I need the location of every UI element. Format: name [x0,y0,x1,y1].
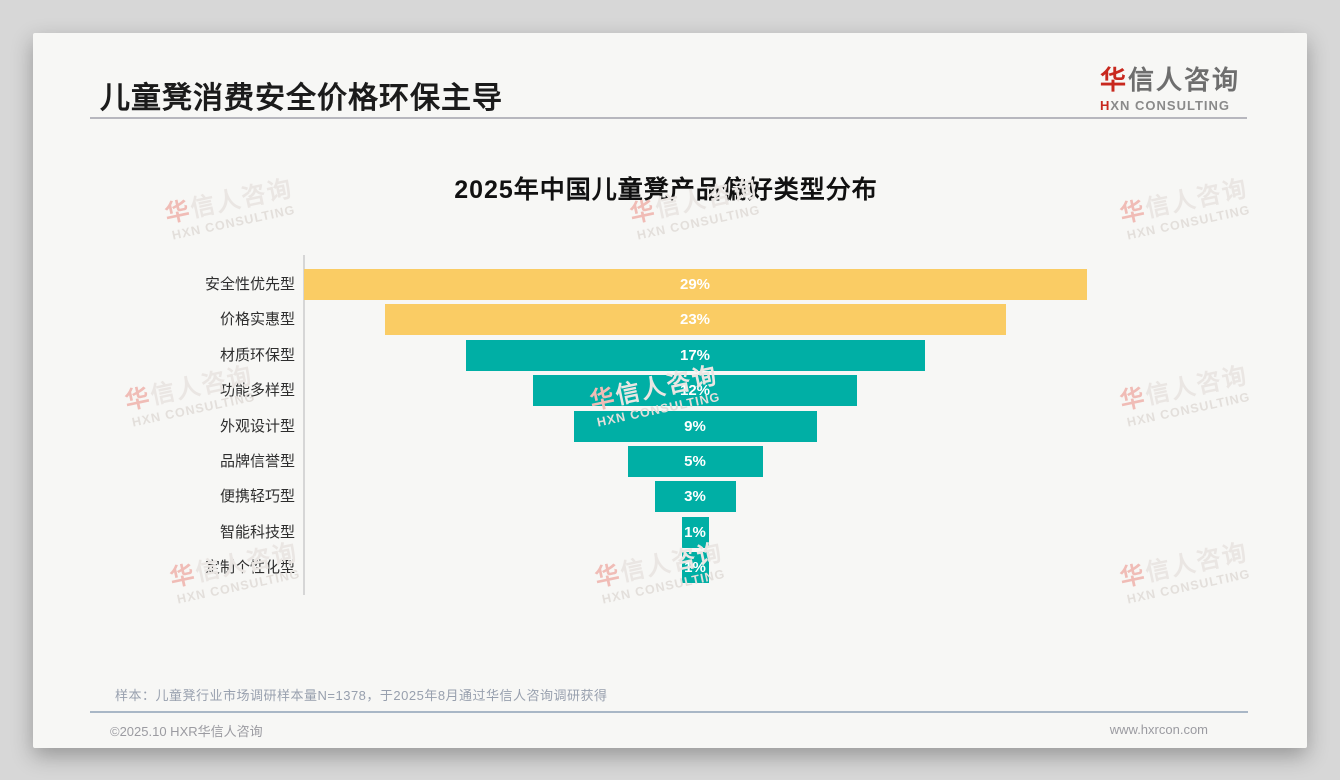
brand-logo: 华信人咨询 HXN CONSULTING [1100,60,1240,113]
brand-logo-en-text: XN CONSULTING [1110,98,1231,113]
category-label: 材质环保型 [219,346,295,364]
brand-logo-english: HXN CONSULTING [1100,98,1240,113]
funnel-bar[interactable]: 29% [303,269,1087,300]
chart-title: 2025年中国儿童凳产品偏好类型分布 [454,176,878,204]
value-label: 23% [679,311,711,329]
funnel-bar[interactable]: 17% [465,339,925,371]
funnel-bar[interactable]: 12% [533,375,857,407]
category-label: 功能多样型 [219,382,295,400]
value-label: 3% [684,488,706,506]
value-label: 5% [684,453,706,470]
website-url: www.hxrcon.com [1109,722,1208,737]
sample-footnote: 样本：儿童凳行业市场调研样本量N=1378，于2025年8月通过华信人咨询调研获… [115,688,608,703]
funnel-row: 外观设计型 9% [33,410,1307,442]
funnel-row: 功能多样型 12% [33,375,1307,407]
category-label: 外观设计型 [219,417,295,435]
funnel-bar[interactable]: 3% [654,481,736,513]
copyright-text: ©2025.10 HXR华信人咨询 [110,724,263,739]
value-label: 1% [684,559,706,577]
value-label: 9% [684,417,706,435]
value-label: 17% [679,346,711,364]
page-title: 儿童凳消费安全价格环保主导 [100,82,503,115]
funnel-bar[interactable]: 1% [681,516,709,548]
funnel-bar[interactable]: 1% [681,552,709,584]
funnel-row: 便携轻巧型 3% [33,481,1307,513]
report-card: 儿童凳消费安全价格环保主导 华信人咨询 HXN CONSULTING 2025年… [33,33,1307,748]
category-axis-line [303,255,305,595]
funnel-row: 价格实惠型 23% [33,304,1307,336]
value-label: 29% [679,276,711,293]
funnel-bar[interactable]: 5% [627,446,763,477]
funnel-row: 安全性优先型 29% [33,269,1307,300]
value-label: 1% [684,523,706,541]
brand-logo-en-accent: H [1099,98,1111,113]
funnel-row: 定制个性化型 1% [33,552,1307,584]
category-label: 价格实惠型 [219,311,295,329]
funnel-bar[interactable]: 23% [384,304,1006,336]
value-label: 12% [679,382,711,400]
category-label: 定制个性化型 [204,559,295,577]
brand-logo-chinese: 华信人咨询 [1100,60,1240,97]
brand-logo-accent-char: 华 [1099,65,1128,95]
funnel-row: 品牌信誉型 5% [33,446,1307,477]
funnel-bar[interactable]: 9% [573,410,817,442]
header-divider [90,117,1247,119]
category-label: 智能科技型 [219,523,295,541]
category-label: 安全性优先型 [204,276,295,293]
funnel-row: 智能科技型 1% [33,516,1307,548]
category-label: 品牌信誉型 [219,453,295,470]
footer-divider [90,711,1248,713]
brand-logo-chars: 信人咨询 [1127,65,1240,95]
category-label: 便携轻巧型 [219,488,295,506]
funnel-row: 材质环保型 17% [33,339,1307,371]
